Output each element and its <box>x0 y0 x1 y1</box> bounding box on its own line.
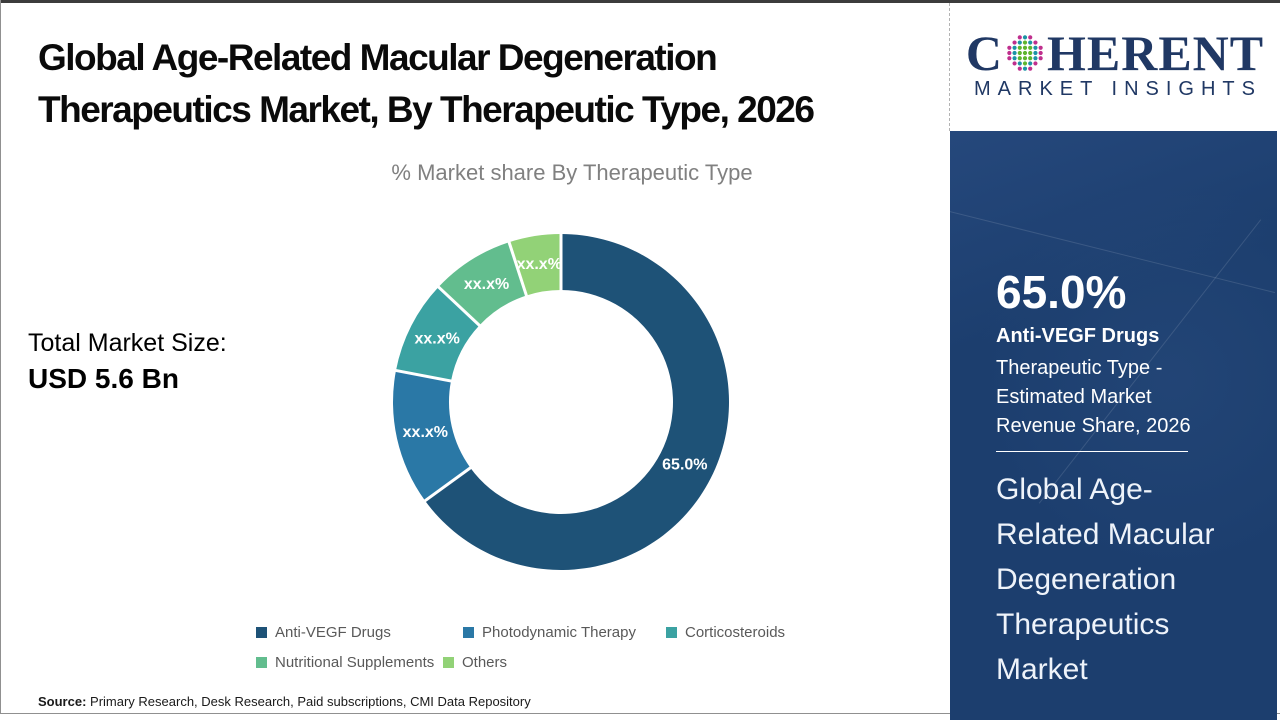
svg-text:xx.x%: xx.x% <box>464 276 509 293</box>
legend-label: Corticosteroids <box>685 623 786 641</box>
legend-item: Corticosteroids <box>666 624 785 641</box>
brand-logo: C HERENT MARKET INSIGHTS <box>950 3 1280 131</box>
panel-market-name: Global Age-Related Macular Degeneration … <box>996 473 1215 686</box>
legend-item: Anti-VEGF Drugs <box>256 624 463 641</box>
logo-wordmark-text: HERENT <box>1046 25 1265 81</box>
legend-label: Anti-VEGF Drugs <box>275 623 391 641</box>
legend-item: Photodynamic Therapy <box>463 624 666 641</box>
page-bottom-border <box>0 713 1280 714</box>
legend-swatch <box>443 656 454 668</box>
total-market-value: USD 5.6 Bn <box>28 363 179 394</box>
svg-text:xx.x%: xx.x% <box>414 330 459 347</box>
page-left-border <box>0 0 1 714</box>
page-top-border <box>0 0 1280 3</box>
logo-letter-c: C <box>965 25 1003 81</box>
total-market-size: Total Market Size: USD 5.6 Bn <box>28 326 227 398</box>
chart-subtitle: % Market share By Therapeutic Type <box>391 160 753 185</box>
legend-swatch <box>256 626 267 638</box>
legend-row: Anti-VEGF Drugs Photodynamic Therapy Cor… <box>256 617 856 647</box>
panel-divider <box>996 451 1188 452</box>
legend-item: Others <box>443 654 507 671</box>
panel-stat-name: Anti-VEGF Drugs <box>996 325 1160 347</box>
globe-icon <box>1007 35 1043 71</box>
donut-chart-svg: 65.0% xx.x% xx.x% xx.x% xx.x% <box>393 233 729 570</box>
svg-text:xx.x%: xx.x% <box>517 256 562 273</box>
svg-text:xx.x%: xx.x% <box>403 424 448 441</box>
panel-stat-value: 65.0% <box>996 266 1127 318</box>
svg-text:65.0%: 65.0% <box>662 457 707 474</box>
donut-chart: 65.0% xx.x% xx.x% xx.x% xx.x% <box>391 232 731 572</box>
chart-legend: Anti-VEGF Drugs Photodynamic Therapy Cor… <box>256 617 856 677</box>
source-note: Source: Primary Research, Desk Research,… <box>38 694 531 709</box>
side-panel: 65.0% Anti-VEGF Drugs Therapeutic Type -… <box>950 131 1277 720</box>
legend-swatch <box>666 626 677 638</box>
page-title: Global Age-Related Macular Degeneration … <box>38 37 815 130</box>
logo-tagline: MARKET INSIGHTS <box>974 78 1262 100</box>
legend-row: Nutritional Supplements Others <box>256 647 856 677</box>
legend-item: Nutritional Supplements <box>256 654 443 671</box>
source-label: Source: <box>38 694 87 709</box>
legend-label: Nutritional Supplements <box>275 653 435 671</box>
legend-label: Others <box>462 653 508 671</box>
legend-label: Photodynamic Therapy <box>482 623 636 641</box>
logo-wordmark: C HERENT <box>950 25 1280 81</box>
legend-swatch <box>463 626 474 638</box>
source-text: Primary Research, Desk Research, Paid su… <box>86 694 531 709</box>
header-dashed-divider <box>949 3 950 131</box>
total-market-label: Total Market Size: <box>28 329 227 357</box>
panel-stat-description: Therapeutic Type - Estimated Market Reve… <box>996 357 1191 437</box>
legend-swatch <box>256 656 267 668</box>
